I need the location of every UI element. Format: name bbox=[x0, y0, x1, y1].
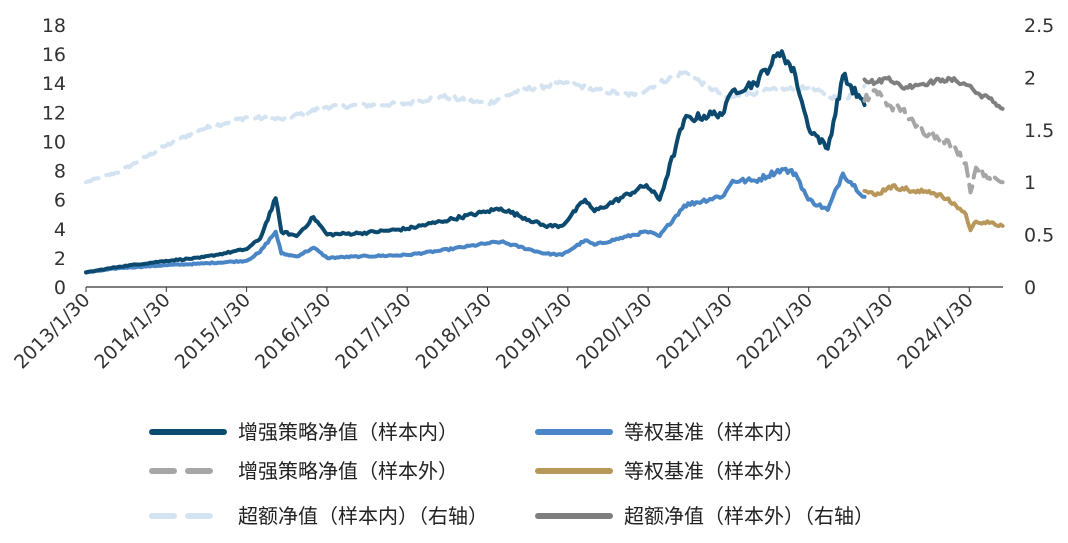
y-left-tick-label: 0 bbox=[54, 277, 66, 299]
y-left-tick-label: 14 bbox=[42, 73, 66, 95]
y-right-tick-label: 1 bbox=[1024, 172, 1036, 194]
x-tick-label: 2013/1/30 bbox=[10, 289, 94, 373]
y-right-tick-label: 1.5 bbox=[1024, 120, 1054, 142]
y-left-tick-label: 2 bbox=[54, 248, 66, 270]
x-tick-label: 2019/1/30 bbox=[492, 289, 576, 373]
y-right-tick-label: 0.5 bbox=[1024, 225, 1054, 247]
series-line-2 bbox=[862, 88, 1005, 195]
series-line-0 bbox=[84, 49, 867, 275]
series-line-3 bbox=[862, 183, 1005, 233]
x-tick-label: 2014/1/30 bbox=[90, 289, 174, 373]
legend-label: 超额净值（样本外）（右轴） bbox=[624, 504, 874, 528]
x-tick-label: 2020/1/30 bbox=[572, 289, 656, 373]
y-left-tick-label: 18 bbox=[42, 15, 66, 37]
x-tick-label: 2022/1/30 bbox=[733, 289, 817, 373]
x-tick-label: 2024/1/30 bbox=[893, 289, 977, 373]
legend-label: 等权基准（样本内） bbox=[624, 420, 804, 444]
series-layer bbox=[84, 49, 1005, 275]
legend-label: 等权基准（样本外） bbox=[624, 459, 804, 483]
legend: 增强策略净值（样本内） 等权基准（样本内） 增强策略净值（样本外） 等权基准（样本外）… bbox=[149, 420, 874, 528]
y-right-tick-label: 2.5 bbox=[1024, 15, 1054, 37]
x-tick-label: 2018/1/30 bbox=[412, 289, 496, 373]
y-left-tick-label: 12 bbox=[42, 102, 66, 124]
y-left-tick-label: 16 bbox=[42, 44, 66, 66]
y-right-tick-label: 2 bbox=[1024, 67, 1036, 89]
y-left-tick-label: 4 bbox=[54, 219, 66, 241]
x-tick-label: 2015/1/30 bbox=[171, 289, 255, 373]
y-right-tick-label: 0 bbox=[1024, 277, 1036, 299]
legend-label: 超额净值（样本内）（右轴） bbox=[238, 504, 488, 528]
x-tick-label: 2023/1/30 bbox=[813, 289, 897, 373]
y-left-tick-label: 10 bbox=[42, 131, 66, 153]
series-line-4 bbox=[84, 70, 867, 185]
y-left-tick-label: 6 bbox=[54, 190, 66, 212]
y-left-tick-label: 8 bbox=[54, 161, 66, 183]
axes-layer: 2013/1/302014/1/302015/1/302016/1/302017… bbox=[10, 15, 1054, 373]
legend-label: 增强策略净值（样本外） bbox=[238, 459, 458, 483]
legend-label: 增强策略净值（样本内） bbox=[238, 420, 458, 444]
x-tick-label: 2021/1/30 bbox=[652, 289, 736, 373]
series-line-5 bbox=[862, 75, 1005, 111]
x-tick-label: 2016/1/30 bbox=[251, 289, 335, 373]
x-tick-label: 2017/1/30 bbox=[331, 289, 415, 373]
series-line-1 bbox=[84, 166, 867, 275]
